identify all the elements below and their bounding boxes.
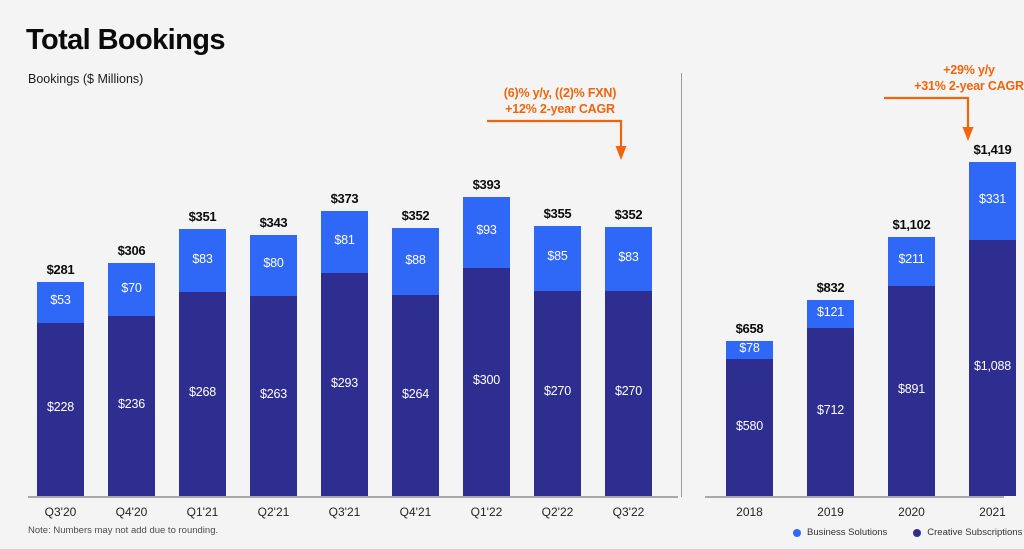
- bar-segment-business-solutions[interactable]: [37, 282, 84, 323]
- bar-group[interactable]: $121 $712 $832: [807, 280, 854, 496]
- bar-segment-business-solutions[interactable]: [605, 227, 652, 291]
- bar-segment-creative-subscriptions[interactable]: [534, 290, 581, 496]
- bar-segment-creative-subscriptions[interactable]: [321, 273, 368, 496]
- chart-footnote: Note: Numbers may not add due to roundin…: [28, 525, 219, 536]
- chart-subtitle: Bookings ($ Millions): [28, 72, 144, 86]
- bar-segment-business-solutions[interactable]: [807, 299, 854, 329]
- annotation-annual: +29% y/y +31% 2-year CAGR: [834, 62, 1024, 94]
- bar-total-label: $352: [401, 208, 430, 224]
- bar-segment-creative-subscriptions[interactable]: [807, 328, 854, 496]
- bar-total-label: $355: [543, 205, 572, 221]
- bar-segment-creative-subscriptions[interactable]: [392, 295, 439, 496]
- x-axis-annual: [705, 496, 1004, 498]
- bar-total-label: $832: [816, 279, 845, 295]
- bar-group[interactable]: $78 $580 $658: [726, 321, 773, 496]
- x-axis-tick-label: Q4'21: [399, 505, 432, 519]
- x-axis-tick-label: Q3'22: [612, 505, 645, 519]
- x-axis-tick-label: 2020: [898, 505, 925, 519]
- bar-segment-business-solutions[interactable]: [250, 235, 297, 296]
- bar-segment-business-solutions[interactable]: [969, 161, 1016, 240]
- annotation-quarterly-line2: +12% 2-year CAGR: [505, 102, 615, 116]
- legend-item-creative-subscriptions[interactable]: Creative Subscriptions: [913, 527, 1022, 538]
- legend-dot-icon: [913, 528, 922, 537]
- bar-group[interactable]: $93 $300 $393: [463, 177, 510, 496]
- page-title: Total Bookings: [26, 24, 226, 56]
- bar-total-label: $306: [117, 243, 146, 259]
- bar-total-label: $658: [735, 321, 764, 337]
- legend-dot-icon: [793, 528, 801, 537]
- legend-label: Business Solutions: [807, 527, 888, 538]
- bar-segment-business-solutions[interactable]: [179, 228, 226, 293]
- bar-total-label: $1,419: [973, 141, 1012, 157]
- x-axis-tick-label: Q1'21: [186, 505, 219, 519]
- bar-segment-business-solutions[interactable]: [888, 236, 935, 287]
- annotation-annual-line1: +29% y/y: [943, 63, 995, 77]
- bar-total-label: $351: [188, 208, 217, 224]
- x-axis-tick-label: Q2'22: [541, 505, 574, 519]
- bar-segment-creative-subscriptions[interactable]: [969, 239, 1016, 496]
- bar-segment-creative-subscriptions[interactable]: [463, 267, 510, 496]
- bar-segment-business-solutions[interactable]: [463, 197, 510, 268]
- x-axis-tick-label: Q3'20: [44, 505, 77, 519]
- bar-segment-business-solutions[interactable]: [726, 341, 773, 360]
- x-axis-tick-label: Q4'20: [115, 505, 148, 519]
- chart-legend: Business Solutions Creative Subscription…: [793, 527, 1022, 538]
- bar-segment-creative-subscriptions[interactable]: [108, 316, 155, 496]
- bar-segment-business-solutions[interactable]: [108, 263, 155, 317]
- bar-group[interactable]: $331 $1,088 $1,419: [969, 142, 1016, 496]
- bar-group[interactable]: $81 $293 $373: [321, 191, 368, 496]
- annotation-quarterly-line1: (6)% y/y, ((2)% FXN): [503, 86, 617, 100]
- bar-total-label: $343: [259, 215, 288, 231]
- bar-total-label: $373: [330, 191, 359, 207]
- x-axis-tick-label: Q2'21: [257, 505, 290, 519]
- bar-segment-creative-subscriptions[interactable]: [888, 286, 935, 496]
- bar-group[interactable]: $211 $891 $1,102: [888, 217, 935, 496]
- bar-segment-creative-subscriptions[interactable]: [250, 295, 297, 496]
- x-axis-tick-label: 2021: [979, 505, 1006, 519]
- bar-group[interactable]: $80 $263 $343: [250, 215, 297, 496]
- x-axis-tick-label: Q1'22: [470, 505, 503, 519]
- bar-total-label: $352: [614, 207, 643, 223]
- bar-segment-creative-subscriptions[interactable]: [37, 322, 84, 496]
- panel-divider: [681, 73, 682, 497]
- x-axis-tick-label: Q3'21: [328, 505, 361, 519]
- x-axis-quarterly: [28, 496, 678, 498]
- x-axis-tick-label: 2018: [736, 505, 763, 519]
- legend-label: Creative Subscriptions: [927, 527, 1023, 538]
- annotation-quarterly: (6)% y/y, ((2)% FXN) +12% 2-year CAGR: [420, 85, 700, 117]
- bar-segment-creative-subscriptions[interactable]: [179, 292, 226, 496]
- bar-total-label: $281: [46, 262, 75, 278]
- bar-segment-creative-subscriptions[interactable]: [726, 359, 773, 496]
- legend-item-business-solutions[interactable]: Business Solutions: [793, 527, 887, 538]
- bar-segment-creative-subscriptions[interactable]: [605, 290, 652, 496]
- bar-total-label: $393: [472, 177, 501, 192]
- annotation-annual-line2: +31% 2-year CAGR: [914, 79, 1024, 93]
- x-axis-tick-label: 2019: [817, 505, 844, 519]
- bar-group[interactable]: $88 $264 $352: [392, 208, 439, 496]
- bar-group[interactable]: $83 $270 $352: [605, 207, 652, 496]
- bar-segment-business-solutions[interactable]: [392, 228, 439, 296]
- bar-total-label: $1,102: [892, 216, 931, 232]
- bar-segment-business-solutions[interactable]: [534, 225, 581, 291]
- bar-segment-business-solutions[interactable]: [321, 211, 368, 274]
